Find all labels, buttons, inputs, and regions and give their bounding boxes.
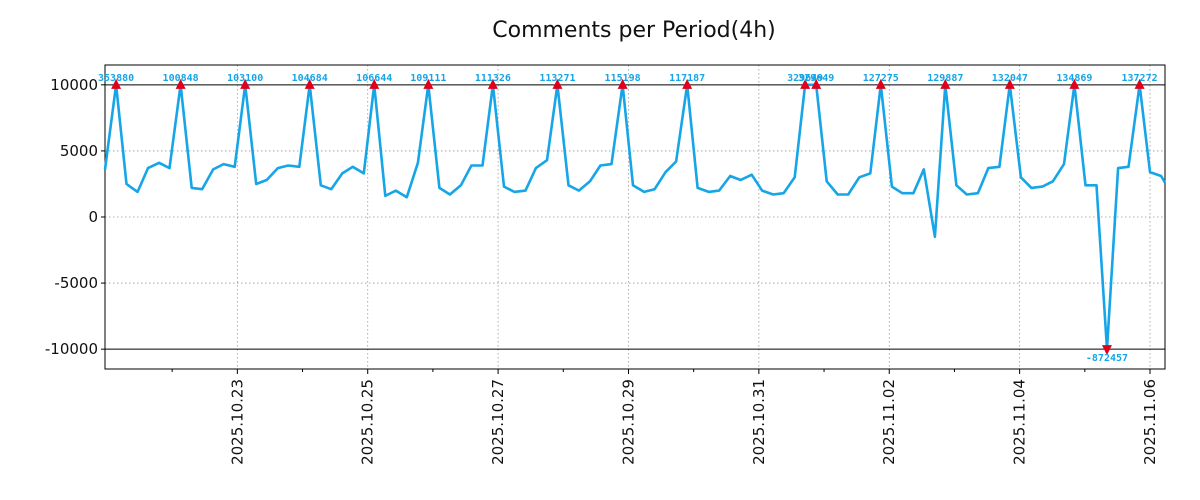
data-label: 353880: [98, 73, 134, 84]
markers: [111, 78, 1145, 356]
y-tick-label: 10000: [50, 76, 98, 94]
clip-marker-up: [111, 78, 122, 89]
series-line: [103, 83, 1167, 351]
chart-title: Comments per Period(4h): [492, 18, 776, 43]
data-label: 113271: [539, 73, 575, 84]
plot-frame: [104, 64, 1166, 370]
y-tick-label: -5000: [54, 274, 98, 292]
clip-marker-up: [617, 78, 628, 89]
x-tick-label: 2025.11.04: [1011, 379, 1029, 465]
data-label: 137272: [1122, 73, 1158, 84]
clip-marker-up: [875, 78, 886, 89]
data-label: 127275: [863, 73, 899, 84]
data-labels: 353880 100848 103100 104684 106644 109111 1113…: [98, 73, 1158, 364]
y-tick-label: 5000: [60, 142, 98, 160]
data-label: 132047: [992, 73, 1028, 84]
clip-marker-up: [240, 78, 251, 89]
data-label: 109111: [410, 73, 446, 84]
data-label: -872457: [1086, 353, 1128, 364]
data-label: 329649: [798, 73, 834, 84]
clip-marker-up: [811, 78, 822, 89]
data-label: 111326: [475, 73, 511, 84]
x-tick-label: 2025.11.02: [880, 379, 898, 465]
data-label: 106644: [356, 73, 392, 84]
y-tick-label: 0: [88, 208, 98, 226]
data-label: 134869: [1056, 73, 1092, 84]
data-label: 117187: [669, 73, 705, 84]
x-tick-label: 2025.10.31: [750, 379, 768, 465]
data-label: 104684: [292, 73, 328, 84]
comments-series-line: [103, 83, 1167, 351]
clip-marker-up: [423, 78, 434, 89]
clip-marker-up: [552, 78, 563, 89]
grid-layer: [105, 65, 1165, 369]
data-label: 100848: [163, 73, 199, 84]
y-tick-label: -10000: [45, 340, 98, 358]
clip-marker-up: [175, 78, 186, 89]
clip-marker-up: [800, 78, 811, 89]
clip-marker-up: [1134, 78, 1145, 89]
reference-lines: [105, 84, 1165, 350]
clip-marker-up: [1069, 78, 1080, 89]
data-label: 329649: [787, 73, 823, 84]
clip-marker-up: [369, 78, 380, 89]
data-label: 129887: [927, 73, 963, 84]
clip-marker-up: [304, 78, 315, 89]
clip-marker-up: [487, 78, 498, 89]
x-tick-label: 2025.11.06: [1141, 379, 1159, 465]
axes: 10000 5000 0 -5000 -10000 2025.10.23 2025.10.2…: [45, 64, 1166, 465]
data-label: 115198: [605, 73, 641, 84]
clip-marker-up: [682, 78, 693, 89]
clip-marker-down: [1101, 345, 1112, 356]
x-tick-label: 2025.10.27: [489, 379, 507, 465]
clip-marker-up: [1004, 78, 1015, 89]
x-tick-label: 2025.10.23: [228, 379, 246, 465]
x-tick-label: 2025.10.29: [619, 379, 637, 465]
data-label: 103100: [227, 73, 263, 84]
x-tick-label: 2025.10.25: [359, 379, 377, 465]
clip-marker-up: [940, 78, 951, 89]
